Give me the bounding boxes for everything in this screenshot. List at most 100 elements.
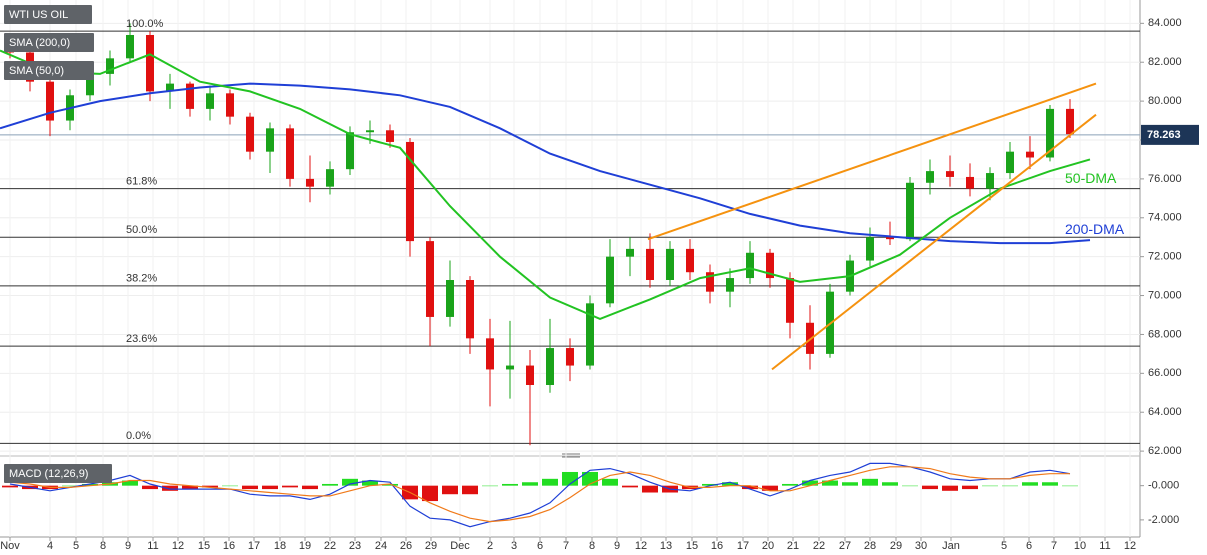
y-tick-label: -0.000 [1148, 480, 1179, 492]
candle-body [426, 241, 434, 317]
candle-body [466, 280, 474, 339]
candle-body [686, 248, 694, 273]
label-text: SMA (50,0) [9, 65, 64, 77]
trendline [647, 82, 1097, 241]
histogram-bar [942, 485, 958, 491]
x-tick-label: 20 [762, 540, 774, 552]
candle-body [266, 128, 274, 152]
candle-body [926, 171, 934, 183]
histogram-bar [2, 485, 18, 488]
candle-body [1006, 151, 1014, 174]
x-tick-label: 22 [324, 540, 336, 552]
x-tick-label: 6 [1026, 540, 1032, 552]
histogram-bar [982, 485, 998, 487]
y-tick-label: 66.000 [1148, 367, 1182, 379]
candle-body [326, 169, 334, 187]
candle-body [866, 237, 874, 261]
y-tick-label: 72.000 [1148, 251, 1182, 263]
histogram-bar [782, 483, 798, 486]
histogram-bar [902, 485, 918, 487]
histogram-bar [522, 482, 538, 486]
x-tick-label: 23 [349, 540, 361, 552]
candle-body [386, 130, 394, 142]
histogram-bar [742, 485, 758, 490]
candle-body [1026, 151, 1034, 158]
candle-body [46, 81, 54, 121]
y-tick-label: 68.000 [1148, 328, 1182, 340]
candle-body [346, 132, 354, 170]
x-tick-label: 13 [660, 540, 672, 552]
histogram-bar [602, 478, 618, 486]
last-price-box [1141, 124, 1199, 145]
x-tick-label: 6 [537, 540, 543, 552]
histogram-bar [322, 483, 338, 486]
candle-body [706, 272, 714, 292]
y-tick-label: 70.000 [1148, 289, 1182, 301]
histogram-bar [482, 485, 498, 487]
panel-grip[interactable] [562, 453, 580, 458]
y-tick-label: 74.000 [1148, 212, 1182, 224]
x-tick-label: 17 [737, 540, 749, 552]
fib-label: 61.8% [126, 176, 157, 188]
candle-body [526, 365, 534, 385]
x-tick-label: 29 [890, 540, 902, 552]
histogram-bar [702, 483, 718, 486]
macd-line [9, 462, 1071, 528]
histogram-bar [62, 485, 78, 487]
fib-label: 50.0% [126, 224, 157, 236]
candle-body [666, 248, 674, 280]
histogram-bar [222, 485, 238, 487]
y-tick-label: 84.000 [1148, 17, 1182, 29]
x-tick-label: 30 [915, 540, 927, 552]
x-tick-label: 16 [223, 540, 235, 552]
candle-body [186, 83, 194, 109]
last-price-label: 78.263 [1147, 129, 1181, 141]
x-tick-label: 4 [47, 540, 53, 552]
histogram-bar [182, 485, 198, 490]
label-text: MACD (12,26,9) [9, 468, 88, 480]
candle-body [506, 365, 514, 370]
fib-label: 23.6% [126, 333, 157, 345]
histogram-bar [502, 483, 518, 486]
candle-body [766, 252, 774, 279]
x-tick-label: 26 [400, 540, 412, 552]
x-tick-label: 7 [1051, 540, 1057, 552]
histogram-bar [762, 485, 778, 491]
histogram-bar [282, 485, 298, 488]
candle-body [1066, 108, 1074, 135]
x-tick-label: 12 [635, 540, 647, 552]
y-tick-label: 82.000 [1148, 56, 1182, 68]
x-tick-label: 21 [787, 540, 799, 552]
y-tick-label: 76.000 [1148, 173, 1182, 185]
histogram-bar [162, 485, 178, 491]
histogram-bar [862, 478, 878, 486]
x-tick-label: 5 [1001, 540, 1007, 552]
x-tick-label: 28 [864, 540, 876, 552]
candle-body [246, 116, 254, 152]
candle-body [86, 73, 94, 96]
histogram-bar [342, 478, 358, 486]
line-annotation: 200-DMA [1065, 221, 1125, 237]
y-tick-label: -2.000 [1148, 514, 1179, 526]
candle-body [446, 280, 454, 317]
histogram-bar [1002, 485, 1018, 487]
x-tick-label: 9 [125, 540, 131, 552]
candle-body [146, 35, 154, 92]
histogram-bar [202, 485, 218, 488]
histogram-bar [802, 480, 818, 486]
x-tick-label: 3 [511, 540, 517, 552]
x-tick-label: 27 [839, 540, 851, 552]
label-box [4, 33, 94, 52]
candle-body [586, 303, 594, 366]
line-annotation: 50-DMA [1065, 170, 1117, 186]
candle-body [606, 256, 614, 304]
histogram-bar [262, 485, 278, 490]
histogram-bar [122, 480, 138, 486]
histogram-bar [1042, 482, 1058, 486]
x-tick-label: 11 [147, 540, 158, 552]
x-tick-label: 15 [686, 540, 698, 552]
x-tick-label: 8 [100, 540, 106, 552]
histogram-bar [462, 485, 478, 495]
